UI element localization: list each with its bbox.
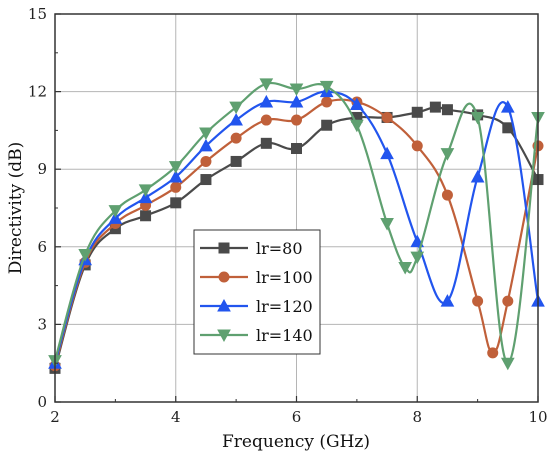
y-tick-label: 12 — [28, 83, 47, 101]
data-point-lr-140 — [350, 119, 364, 133]
data-point-lr-80 — [429, 101, 441, 113]
legend-item-lr-80: lr=80 — [200, 239, 303, 258]
y-tick-label: 15 — [28, 5, 47, 23]
x-tick-label: 8 — [412, 408, 422, 426]
y-tick-label: 9 — [37, 160, 47, 178]
x-tick-label: 6 — [292, 408, 302, 426]
series-lr-120 — [48, 84, 545, 369]
data-point-lr-100 — [381, 111, 393, 123]
x-tick-label: 10 — [528, 408, 547, 426]
data-point-lr-140 — [259, 78, 274, 91]
data-point-lr-100 — [441, 189, 453, 201]
data-point-lr-100 — [200, 155, 212, 167]
data-point-lr-140 — [500, 357, 515, 371]
data-point-lr-140 — [168, 161, 183, 174]
data-point-lr-120 — [500, 100, 515, 113]
data-point-lr-80 — [140, 210, 152, 222]
data-point-lr-120 — [470, 169, 485, 183]
legend-item-lr-120: lr=120 — [200, 297, 313, 316]
legend-marker — [218, 271, 230, 283]
data-point-lr-140 — [380, 218, 394, 231]
data-point-lr-80 — [441, 104, 453, 116]
series-layer — [48, 78, 545, 374]
legend-label: lr=120 — [256, 297, 313, 316]
data-point-lr-120 — [138, 190, 153, 204]
data-point-lr-120 — [168, 169, 183, 183]
data-point-lr-100 — [230, 132, 242, 144]
data-point-lr-120 — [229, 113, 243, 126]
legend-marker — [218, 242, 230, 254]
data-point-lr-140 — [440, 148, 455, 161]
data-point-lr-100 — [291, 114, 302, 126]
data-point-lr-120 — [380, 146, 394, 160]
legend: lr=80 lr=100 lr=120 lr=140 — [193, 229, 321, 355]
legend-item-lr-100: lr=100 — [200, 268, 313, 287]
legend-marker — [217, 298, 231, 312]
y-tick-label: 3 — [37, 315, 47, 333]
data-point-lr-120 — [289, 94, 304, 108]
data-point-lr-100 — [170, 181, 182, 193]
data-point-lr-140 — [470, 111, 485, 125]
y-tick-label: 6 — [37, 238, 47, 256]
data-point-lr-100 — [411, 140, 423, 152]
data-point-lr-140 — [199, 127, 213, 141]
data-point-lr-100 — [487, 347, 499, 359]
data-point-lr-100 — [321, 96, 333, 108]
series-lr-140 — [48, 78, 545, 371]
data-point-lr-80 — [230, 155, 242, 167]
data-point-lr-100 — [260, 114, 272, 126]
legend-label: lr=100 — [256, 268, 313, 287]
x-tick-label: 2 — [50, 408, 60, 426]
legend-item-lr-140: lr=140 — [200, 326, 313, 345]
ticks — [54, 13, 539, 403]
data-point-lr-120 — [259, 94, 274, 108]
data-point-lr-140 — [108, 205, 123, 218]
data-point-lr-80 — [260, 137, 272, 149]
series-line-lr-100 — [55, 98, 538, 367]
legend-marker — [217, 329, 231, 343]
x-axis-label: Frequency (GHz) — [222, 432, 370, 452]
y-axis-label: Directivity (dB) — [6, 142, 26, 275]
data-point-lr-120 — [108, 211, 123, 224]
x-tick-label: 4 — [171, 408, 181, 426]
data-point-lr-140 — [319, 80, 334, 94]
data-point-lr-120 — [199, 138, 213, 152]
data-point-lr-140 — [398, 261, 413, 275]
legend-box — [193, 229, 321, 355]
tick-labels: 2 4 6 8 10 0 3 6 9 12 15 — [28, 5, 548, 426]
data-point-lr-140 — [78, 249, 93, 262]
data-point-lr-80 — [321, 119, 333, 131]
data-point-lr-80 — [291, 143, 302, 155]
data-point-lr-80 — [411, 106, 423, 118]
data-point-lr-100 — [472, 295, 484, 307]
legend-label: lr=80 — [256, 239, 303, 258]
data-point-lr-140 — [410, 251, 425, 265]
data-point-lr-140 — [138, 184, 153, 197]
data-point-lr-80 — [170, 197, 182, 209]
data-point-lr-140 — [289, 83, 304, 97]
data-point-lr-140 — [229, 101, 243, 115]
data-point-lr-100 — [502, 295, 514, 307]
data-point-lr-120 — [350, 97, 364, 111]
y-tick-label: 0 — [37, 393, 47, 411]
legend-label: lr=140 — [256, 326, 313, 345]
data-point-lr-120 — [440, 294, 455, 307]
data-point-lr-80 — [200, 174, 212, 186]
data-point-lr-80 — [502, 122, 514, 134]
